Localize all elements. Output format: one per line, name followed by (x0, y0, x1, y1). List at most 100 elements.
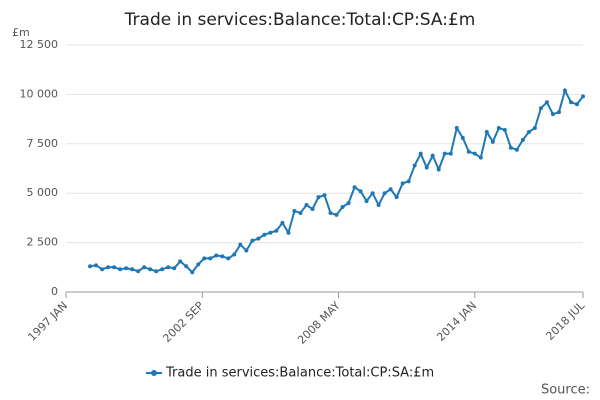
y-tick-label: 12 500 (20, 38, 59, 51)
point (424, 165, 429, 170)
point (544, 100, 549, 105)
point (166, 265, 171, 270)
x-tick-label: 2008 MAY (295, 299, 343, 347)
point (286, 230, 291, 235)
point (388, 187, 393, 192)
chart-title: Trade in services:Balance:Total:CP:SA:£m (124, 10, 476, 30)
point (508, 145, 513, 150)
point (412, 163, 417, 168)
y-tick-label: 10 000 (20, 87, 59, 100)
point (448, 151, 453, 156)
point (292, 208, 297, 213)
point (142, 265, 147, 270)
point (496, 125, 501, 130)
point (478, 155, 483, 160)
point (220, 254, 225, 259)
point (154, 269, 159, 274)
point (190, 270, 195, 275)
point (316, 195, 321, 200)
point (562, 88, 567, 93)
point (100, 267, 105, 272)
y-tick-label: 7 500 (27, 137, 59, 150)
legend-marker (151, 370, 157, 376)
point (322, 193, 327, 198)
point (370, 191, 375, 196)
point (196, 262, 201, 267)
point (130, 267, 135, 272)
point (244, 248, 249, 253)
point (406, 179, 411, 184)
x-tick-label: 2014 JAN (434, 299, 479, 344)
point (94, 263, 99, 268)
point (346, 201, 351, 206)
point (550, 112, 555, 117)
point (184, 264, 189, 269)
point (502, 127, 507, 132)
point (352, 185, 357, 190)
point (250, 238, 255, 243)
point (136, 269, 141, 274)
point (214, 253, 219, 258)
series-line (89, 87, 584, 274)
legend-label: Trade in services:Balance:Total:CP:SA:£m (165, 366, 434, 381)
x-tick-label: 2002 SEP (161, 299, 207, 345)
point (581, 94, 585, 99)
point (226, 256, 231, 261)
source: Source: (541, 383, 590, 398)
point (112, 265, 117, 270)
point (382, 191, 387, 196)
point (568, 100, 573, 105)
point (520, 137, 525, 142)
point (358, 189, 363, 194)
point (262, 232, 267, 237)
point (490, 139, 495, 144)
point (364, 199, 369, 204)
point (268, 230, 273, 235)
point (538, 106, 543, 111)
point (160, 267, 165, 272)
point (298, 210, 303, 215)
point (88, 264, 93, 269)
point (172, 266, 177, 271)
point (574, 102, 579, 107)
point (376, 203, 381, 208)
y-tick-label: 5 000 (27, 186, 59, 199)
point (310, 207, 315, 212)
point (484, 129, 489, 134)
point (238, 242, 243, 247)
point (280, 220, 285, 225)
point (232, 252, 237, 257)
point (514, 147, 519, 152)
x-tick-label: 1997 JAN (25, 299, 70, 344)
point (436, 167, 441, 172)
x-tick-label: 2018 JUL (543, 298, 587, 342)
point (526, 129, 531, 134)
point (556, 110, 561, 115)
point (400, 181, 405, 186)
point (430, 153, 435, 158)
point (178, 259, 183, 264)
point (304, 203, 309, 208)
point (274, 228, 279, 233)
point (340, 205, 345, 210)
y-unit: £m (12, 26, 30, 39)
point (460, 135, 465, 140)
point (208, 256, 213, 261)
point (442, 151, 447, 156)
point (418, 151, 423, 156)
y-tick-label: 0 (51, 285, 58, 298)
point (202, 256, 207, 261)
point (466, 149, 471, 154)
point (256, 236, 261, 241)
point (472, 151, 477, 156)
point (328, 210, 333, 215)
point (124, 266, 129, 271)
point (148, 267, 153, 272)
point (454, 125, 459, 130)
point (118, 267, 123, 272)
point (532, 125, 537, 130)
point (106, 265, 111, 270)
point (394, 195, 399, 200)
point (334, 212, 339, 217)
